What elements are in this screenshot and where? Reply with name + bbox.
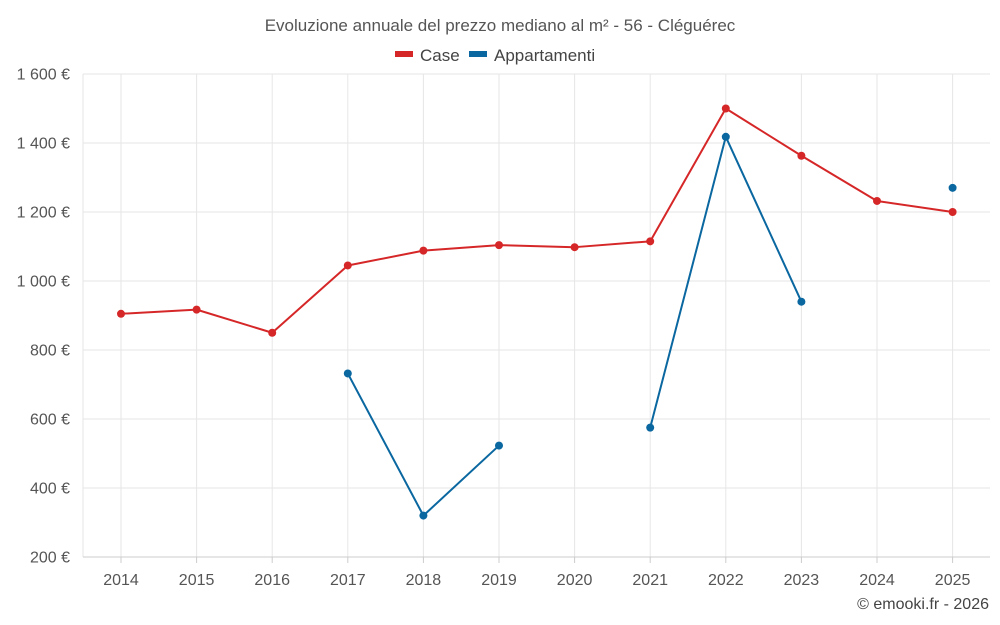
data-point-case-2018[interactable] bbox=[419, 246, 428, 255]
x-tick-label: 2016 bbox=[254, 572, 290, 589]
x-tick-label: 2024 bbox=[859, 572, 895, 589]
series-line-case bbox=[120, 107, 953, 334]
data-point-case-2016[interactable] bbox=[268, 328, 277, 337]
x-tick-label: 2022 bbox=[708, 572, 744, 589]
y-tick-label: 1 400 € bbox=[17, 136, 70, 153]
y-tick-label: 1 600 € bbox=[17, 67, 70, 84]
data-point-case-2021[interactable] bbox=[646, 237, 655, 246]
data-point-case-2025[interactable] bbox=[948, 208, 957, 216]
y-tick-label: 800 € bbox=[30, 343, 70, 360]
legend-item-case[interactable]: Case bbox=[395, 46, 460, 65]
data-point-case-2019[interactable] bbox=[495, 241, 503, 250]
legend-label-case: Case bbox=[420, 46, 460, 65]
x-tick-label: 2019 bbox=[481, 572, 517, 589]
legend-item-appartamenti[interactable]: Appartamenti bbox=[469, 46, 595, 65]
data-point-appartamenti-2019[interactable] bbox=[495, 441, 503, 450]
data-point-case-2015[interactable] bbox=[192, 305, 201, 314]
chart-title: Evoluzione annuale del prezzo mediano al… bbox=[265, 16, 736, 35]
axes: 200 € 400 € 600 € 800 € 1 000 € 1 200 € 1 400 … bbox=[17, 67, 990, 589]
y-tick-label: 1 000 € bbox=[17, 274, 70, 291]
data-point-appartamenti-2017[interactable] bbox=[343, 369, 352, 378]
series-case bbox=[117, 104, 957, 337]
credit-text: © emooki.fr - 2026 bbox=[857, 596, 989, 613]
data-point-case-2017[interactable] bbox=[343, 261, 352, 270]
data-point-case-2020[interactable] bbox=[570, 243, 579, 252]
data-point-appartamenti-2025[interactable] bbox=[948, 183, 957, 192]
x-tick-label: 2017 bbox=[330, 572, 366, 589]
x-tick-label: 2020 bbox=[557, 572, 593, 589]
data-point-case-2024[interactable] bbox=[873, 196, 881, 205]
series-layer bbox=[117, 104, 957, 520]
grid bbox=[83, 73, 990, 557]
x-tick-label: 2023 bbox=[784, 572, 820, 589]
x-tick-label: 2025 bbox=[935, 572, 971, 589]
data-point-case-2014[interactable] bbox=[117, 309, 125, 318]
y-tick-label: 1 200 € bbox=[17, 205, 70, 222]
x-tick-label: 2021 bbox=[632, 572, 668, 589]
data-point-case-2022[interactable] bbox=[721, 104, 730, 113]
legend-swatch-case bbox=[395, 51, 413, 57]
data-point-appartamenti-2023[interactable] bbox=[797, 297, 806, 306]
legend-label-appartamenti: Appartamenti bbox=[494, 46, 595, 65]
x-tick-label: 2018 bbox=[406, 572, 442, 589]
data-point-appartamenti-2022[interactable] bbox=[721, 132, 730, 141]
data-point-appartamenti-2018[interactable] bbox=[419, 511, 428, 520]
y-tick-label: 200 € bbox=[30, 550, 70, 567]
data-point-case-2023[interactable] bbox=[797, 151, 806, 160]
y-tick-label: 600 € bbox=[30, 412, 70, 429]
legend-swatch-appartamenti bbox=[469, 51, 487, 57]
legend: Case Appartamenti bbox=[395, 46, 595, 65]
data-point-appartamenti-2021[interactable] bbox=[646, 423, 655, 432]
series-appartamenti bbox=[343, 132, 957, 520]
x-tick-label: 2014 bbox=[103, 572, 139, 589]
x-tick-label: 2015 bbox=[179, 572, 215, 589]
y-tick-label: 400 € bbox=[30, 481, 70, 498]
